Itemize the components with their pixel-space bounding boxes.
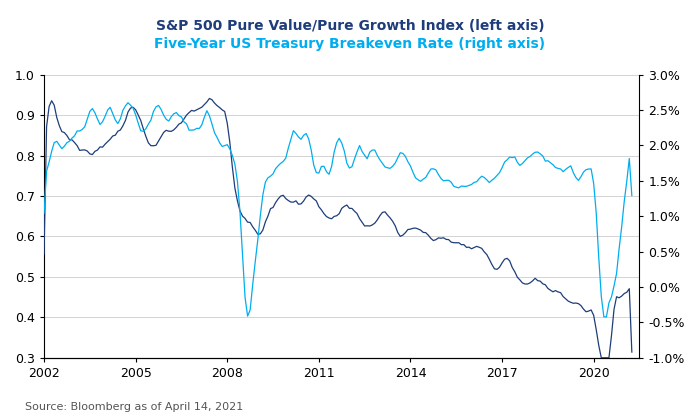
- Text: Five-Year US Treasury Breakeven Rate (right axis): Five-Year US Treasury Breakeven Rate (ri…: [155, 37, 545, 51]
- Text: S&P 500 Pure Value/Pure Growth Index (left axis): S&P 500 Pure Value/Pure Growth Index (le…: [155, 19, 545, 33]
- Text: Source: Bloomberg as of April 14, 2021: Source: Bloomberg as of April 14, 2021: [25, 402, 243, 412]
